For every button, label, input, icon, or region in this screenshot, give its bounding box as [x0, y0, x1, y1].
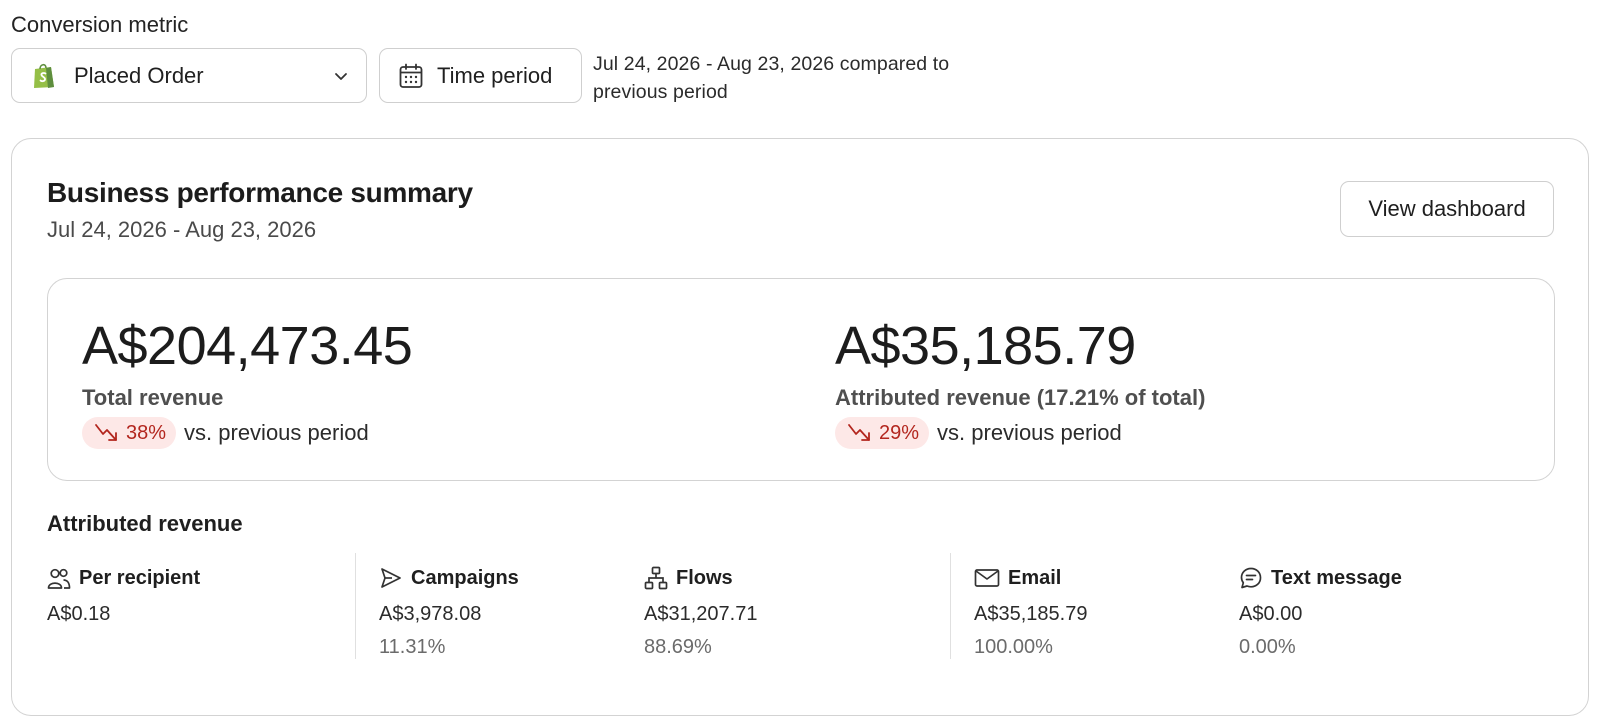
business-performance-card: Business performance summary Jul 24, 202…	[11, 138, 1589, 716]
flows-value: A$31,207.71	[644, 603, 758, 625]
total-revenue-delta: 38%	[126, 421, 167, 444]
period-comparison-text: Jul 24, 2026 - Aug 23, 2026 compared to …	[593, 53, 950, 103]
people-icon	[47, 568, 71, 589]
shopify-bag-icon	[32, 61, 58, 91]
per-recipient-label: Per recipient	[79, 566, 201, 589]
flow-tree-icon	[644, 566, 668, 590]
per-recipient-column: Per recipient A$0.18	[47, 563, 200, 626]
campaigns-percent: 11.31%	[379, 636, 446, 658]
conversion-metric-label: Conversion metric	[11, 12, 189, 37]
send-icon	[381, 568, 401, 588]
conversion-metric-select[interactable]: Placed Order	[11, 48, 367, 103]
chat-bubble-icon	[1240, 567, 1262, 589]
attributed-revenue-vs-text: vs. previous period	[937, 420, 1122, 445]
attributed-revenue-stat: A$35,185.79 Attributed revenue (17.21% o…	[835, 317, 1205, 449]
campaigns-column: Campaigns A$3,978.08 11.31%	[379, 563, 519, 659]
campaigns-label: Campaigns	[411, 566, 519, 589]
email-label: Email	[1008, 566, 1062, 589]
column-divider	[950, 553, 951, 659]
email-value: A$35,185.79	[974, 603, 1088, 625]
view-dashboard-button[interactable]: View dashboard	[1340, 181, 1554, 237]
chevron-down-icon	[335, 72, 347, 80]
email-column: Email A$35,185.79 100.00%	[974, 563, 1087, 659]
calendar-icon	[399, 63, 423, 88]
attributed-revenue-delta-badge: 29%	[835, 417, 930, 449]
flows-label: Flows	[676, 566, 733, 589]
text-message-column: Text message A$0.00 0.00%	[1239, 563, 1402, 659]
flows-column: Flows A$31,207.71 88.69%	[644, 563, 757, 659]
column-divider	[355, 553, 356, 659]
envelope-icon	[974, 569, 1000, 587]
trend-down-icon	[95, 424, 117, 441]
attributed-revenue-heading: Attributed revenue	[47, 511, 243, 536]
attributed-revenue-caption: Attributed revenue (17.21% of total)	[835, 385, 1206, 410]
trend-down-icon	[848, 424, 870, 441]
text-message-value: A$0.00	[1239, 603, 1303, 625]
total-revenue-vs-text: vs. previous period	[184, 420, 369, 445]
per-recipient-value: A$0.18	[47, 603, 111, 625]
conversion-metric-value: Placed Order	[74, 62, 204, 88]
total-revenue-delta-badge: 38%	[82, 417, 177, 449]
time-period-label: Time period	[437, 62, 553, 88]
total-revenue-stat: A$204,473.45 Total revenue 38% vs. previ…	[82, 316, 413, 449]
attributed-revenue-value: A$35,185.79	[835, 316, 1136, 376]
text-message-percent: 0.00%	[1239, 636, 1296, 658]
campaigns-value: A$3,978.08	[379, 603, 482, 625]
card-date-range: Jul 24, 2026 - Aug 23, 2026	[47, 217, 317, 242]
email-percent: 100.00%	[974, 636, 1053, 658]
text-message-label: Text message	[1271, 566, 1402, 589]
time-period-button[interactable]: Time period	[379, 48, 582, 103]
total-revenue-value: A$204,473.45	[82, 316, 413, 376]
revenue-stats-box: A$204,473.45 Total revenue 38% vs. previ…	[47, 278, 1555, 481]
card-title: Business performance summary	[47, 177, 473, 208]
flows-percent: 88.69%	[644, 636, 712, 658]
attributed-revenue-delta: 29%	[879, 421, 920, 444]
total-revenue-caption: Total revenue	[82, 385, 224, 410]
